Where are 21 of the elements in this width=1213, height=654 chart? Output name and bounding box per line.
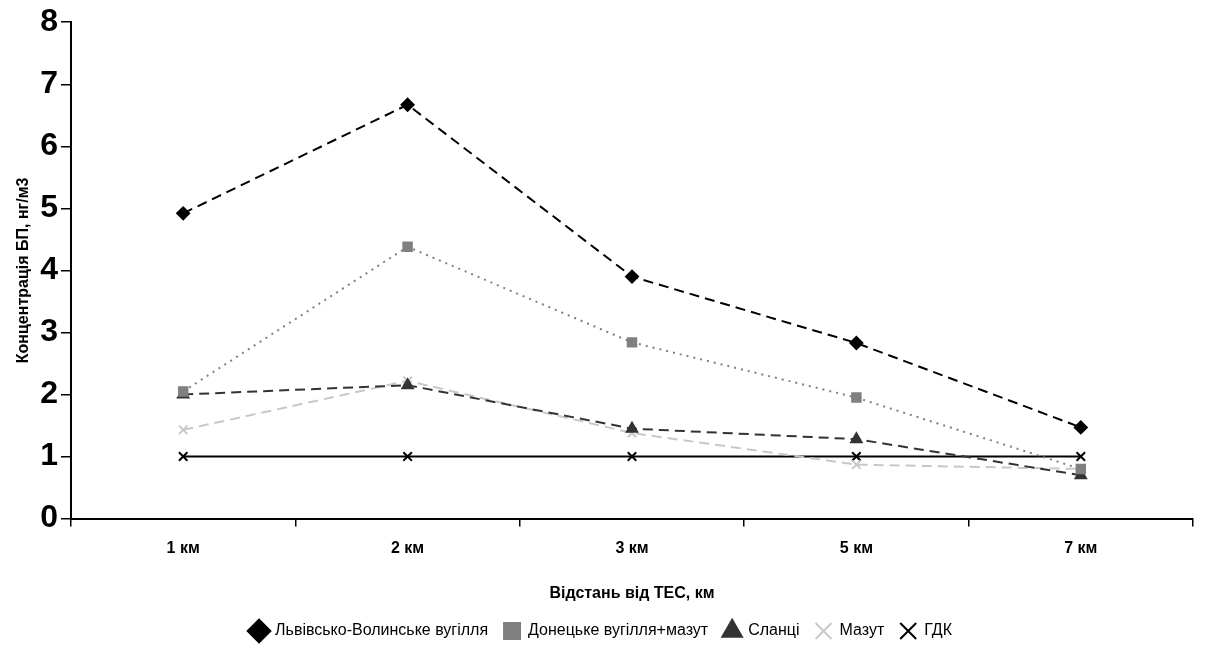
x-tick-label: 3 км: [615, 538, 649, 556]
legend-label: Донецьке вугілля+мазут: [528, 621, 709, 639]
y-tick-label: 2: [40, 374, 58, 411]
y-tick-label: 1: [40, 436, 58, 473]
y-tick-label: 6: [40, 126, 58, 163]
legend-label: Львівсько-Волинське вугілля: [275, 621, 489, 639]
x-tick-label: 5 км: [839, 538, 873, 556]
legend-label: Сланці: [748, 621, 800, 639]
legend-label: ГДК: [924, 621, 953, 639]
y-axis-title: Концентрація БП, нг/м3: [14, 177, 32, 364]
y-tick-label: 7: [40, 64, 58, 101]
y-tick-label: 5: [40, 188, 58, 225]
x-tick-label: 1 км: [166, 538, 200, 556]
y-tick-label: 4: [40, 250, 59, 287]
y-tick-label: 8: [40, 2, 58, 39]
y-tick-label: 3: [40, 312, 58, 349]
x-axis-title: Відстань від ТЕС, км: [549, 583, 715, 601]
legend-label: Мазут: [839, 621, 885, 639]
x-tick-label: 7 км: [1064, 538, 1098, 556]
y-tick-label: 0: [40, 498, 58, 535]
x-tick-label: 2 км: [391, 538, 425, 556]
